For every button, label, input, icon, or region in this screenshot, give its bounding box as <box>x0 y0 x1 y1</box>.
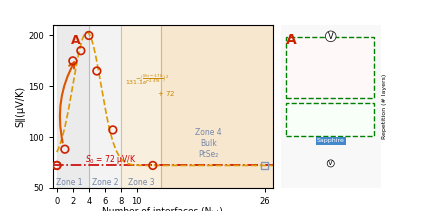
Y-axis label: S∥(μV/K): S∥(μV/K) <box>15 86 25 127</box>
Point <box>69 59 76 62</box>
Text: $-\left(\frac{N_{int}-3.76}{-2.478}\right)^2$: $-\left(\frac{N_{int}-3.76}{-2.478}\righ… <box>135 73 169 85</box>
Point <box>110 128 116 132</box>
Point <box>53 164 60 167</box>
Bar <box>121 25 161 188</box>
Bar <box>161 25 273 188</box>
X-axis label: Number of interfaces (Nᵢₙₜ): Number of interfaces (Nᵢₙₜ) <box>102 207 223 211</box>
Point <box>61 147 68 151</box>
Point <box>261 164 268 167</box>
Point <box>85 34 92 37</box>
Bar <box>286 37 374 98</box>
Text: V: V <box>328 160 333 166</box>
Y-axis label: Repetition (# layers): Repetition (# layers) <box>382 74 387 139</box>
Point <box>53 164 60 167</box>
Text: Zone 4
Bulk
PtSe₂: Zone 4 Bulk PtSe₂ <box>195 128 222 159</box>
Text: Sapphire: Sapphire <box>317 138 345 143</box>
Text: Zone 1: Zone 1 <box>55 178 82 187</box>
Text: Zone 2: Zone 2 <box>92 178 118 187</box>
Bar <box>57 25 89 188</box>
Point <box>93 69 100 73</box>
Text: V: V <box>328 32 334 41</box>
Point <box>149 164 156 167</box>
Text: A: A <box>71 34 81 47</box>
Text: A: A <box>286 33 297 47</box>
Bar <box>89 25 121 188</box>
Text: $131.1e$: $131.1e$ <box>125 78 148 86</box>
Text: $S_0$ = 72 μV/K: $S_0$ = 72 μV/K <box>85 153 137 166</box>
Point <box>77 49 84 52</box>
Text: $+\ 72$: $+\ 72$ <box>157 89 175 98</box>
Bar <box>286 103 374 136</box>
Text: Zone 3: Zone 3 <box>127 178 154 187</box>
